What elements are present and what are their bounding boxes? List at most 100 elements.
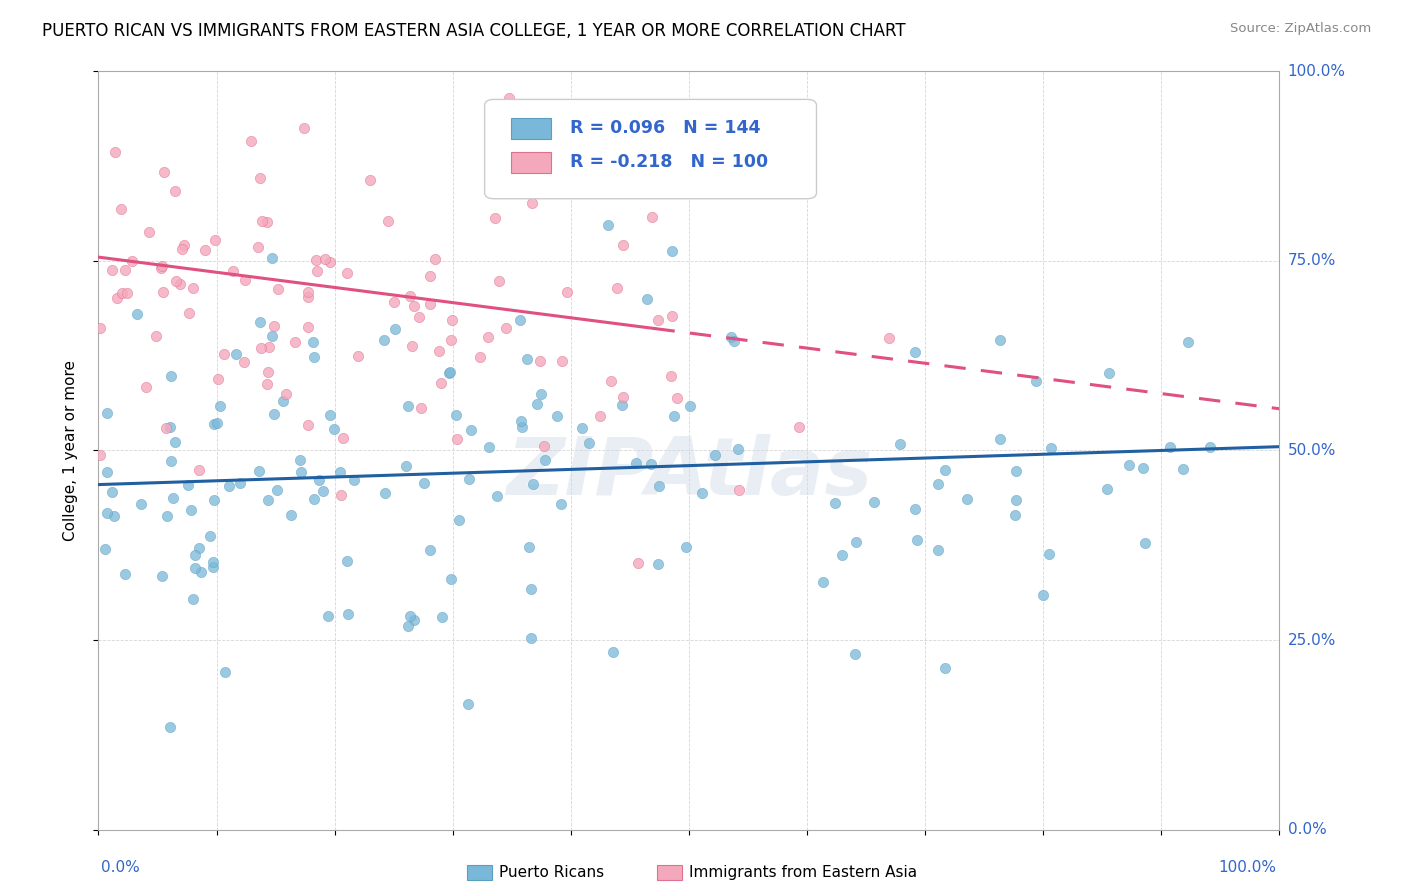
Point (301, 335, 323, 350)
Point (188, 541, 211, 556)
Point (290, 466, 312, 480)
Point (530, 387, 553, 401)
Point (720, 330, 742, 344)
Point (440, 313, 463, 327)
Point (240, 134, 263, 148)
Text: 25.0%: 25.0% (1288, 632, 1336, 648)
Point (727, 442, 749, 457)
Point (249, 315, 271, 329)
Point (831, 548, 853, 562)
Point (877, 331, 900, 345)
Point (110, 202, 132, 217)
Point (249, 171, 271, 186)
Point (519, 540, 541, 554)
Point (411, 401, 433, 415)
Point (336, 607, 359, 621)
Point (457, 472, 479, 486)
Point (533, 439, 555, 453)
Point (276, 386, 298, 401)
Point (402, 299, 425, 313)
Point (398, 289, 420, 303)
Point (305, 253, 328, 268)
Point (101, 485, 124, 500)
Point (396, 619, 419, 633)
Point (176, 477, 198, 491)
Point (145, 329, 167, 343)
Point (103, 509, 125, 524)
Point (256, 215, 278, 229)
Point (247, 464, 270, 478)
Point (1098, 366, 1121, 380)
Point (863, 495, 886, 509)
Point (904, 344, 927, 359)
Point (723, 334, 745, 348)
Point (478, 441, 501, 455)
Point (399, 609, 422, 624)
Text: PUERTO RICAN VS IMMIGRANTS FROM EASTERN ASIA COLLEGE, 1 YEAR OR MORE CORRELATION: PUERTO RICAN VS IMMIGRANTS FROM EASTERN … (42, 22, 905, 40)
Point (173, 237, 195, 252)
Point (659, 368, 682, 383)
Point (1025, 374, 1047, 388)
Point (204, 233, 226, 247)
Text: 50.0%: 50.0% (1288, 443, 1336, 458)
Point (96, 465, 118, 479)
Point (404, 614, 426, 628)
Point (533, 453, 555, 467)
Point (522, 195, 544, 210)
Point (519, 582, 541, 597)
Point (155, 421, 177, 435)
Text: Source: ZipAtlas.com: Source: ZipAtlas.com (1230, 22, 1371, 36)
Point (233, 355, 256, 369)
Point (377, 214, 399, 228)
Point (396, 399, 419, 413)
Point (336, 266, 359, 280)
Point (159, 720, 181, 734)
Point (156, 509, 179, 524)
Point (526, 397, 548, 411)
Point (413, 475, 436, 490)
Point (129, 497, 152, 511)
Point (208, 399, 231, 413)
Point (329, 465, 352, 479)
Point (159, 368, 181, 383)
Point (225, 347, 247, 361)
Point (218, 479, 240, 493)
Point (150, 568, 173, 582)
Point (956, 491, 979, 506)
Point (457, 697, 479, 711)
Point (1038, 547, 1060, 561)
Point (1005, 492, 1028, 507)
Point (1198, 440, 1220, 454)
Point (516, 351, 538, 366)
Point (1177, 335, 1199, 350)
Point (233, 273, 256, 287)
Point (228, 475, 250, 490)
FancyBboxPatch shape (510, 118, 551, 139)
Point (159, 420, 181, 434)
Point (498, 91, 520, 105)
Point (627, 556, 650, 570)
Point (297, 319, 319, 334)
Point (89, 320, 111, 334)
Point (844, 648, 866, 662)
Point (1133, 536, 1156, 550)
Point (477, 330, 499, 344)
Point (250, 341, 273, 355)
Point (446, 432, 468, 446)
Point (382, 295, 405, 310)
Point (163, 184, 186, 198)
Point (647, 558, 669, 572)
Point (314, 252, 336, 266)
Point (934, 661, 956, 675)
Point (904, 502, 927, 516)
Point (263, 407, 285, 421)
Point (322, 422, 344, 436)
Point (305, 264, 328, 278)
Point (927, 477, 949, 491)
Point (271, 393, 294, 408)
Point (423, 252, 446, 266)
Point (190, 565, 212, 579)
Point (202, 417, 225, 431)
Point (419, 269, 441, 284)
Point (446, 408, 468, 422)
